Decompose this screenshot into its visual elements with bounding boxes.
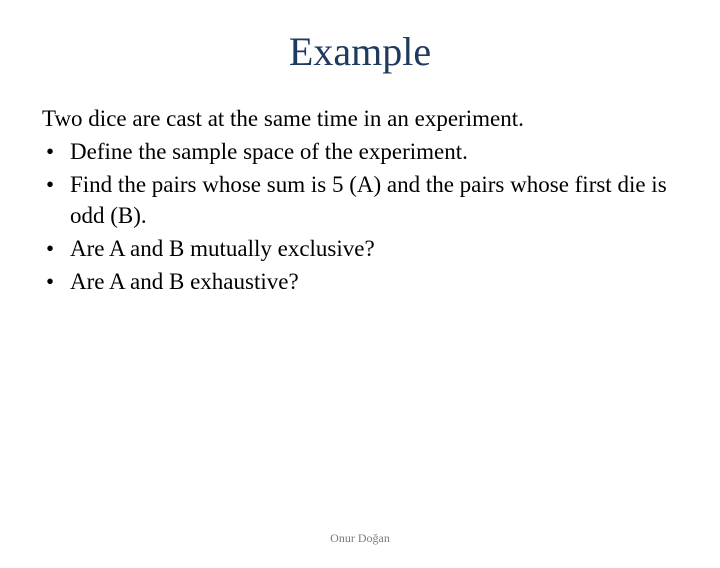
intro-text: Two dice are cast at the same time in an… — [42, 103, 678, 134]
list-item: Find the pairs whose sum is 5 (A) and th… — [42, 169, 678, 231]
slide: Example Two dice are cast at the same ti… — [0, 28, 720, 568]
list-item: Are A and B mutually exclusive? — [42, 233, 678, 264]
footer-author: Onur Doğan — [0, 531, 720, 546]
list-item: Define the sample space of the experimen… — [42, 136, 678, 167]
slide-title: Example — [0, 28, 720, 75]
list-item: Are A and B exhaustive? — [42, 266, 678, 297]
bullet-list: Define the sample space of the experimen… — [42, 136, 678, 297]
slide-body: Two dice are cast at the same time in an… — [42, 103, 678, 297]
